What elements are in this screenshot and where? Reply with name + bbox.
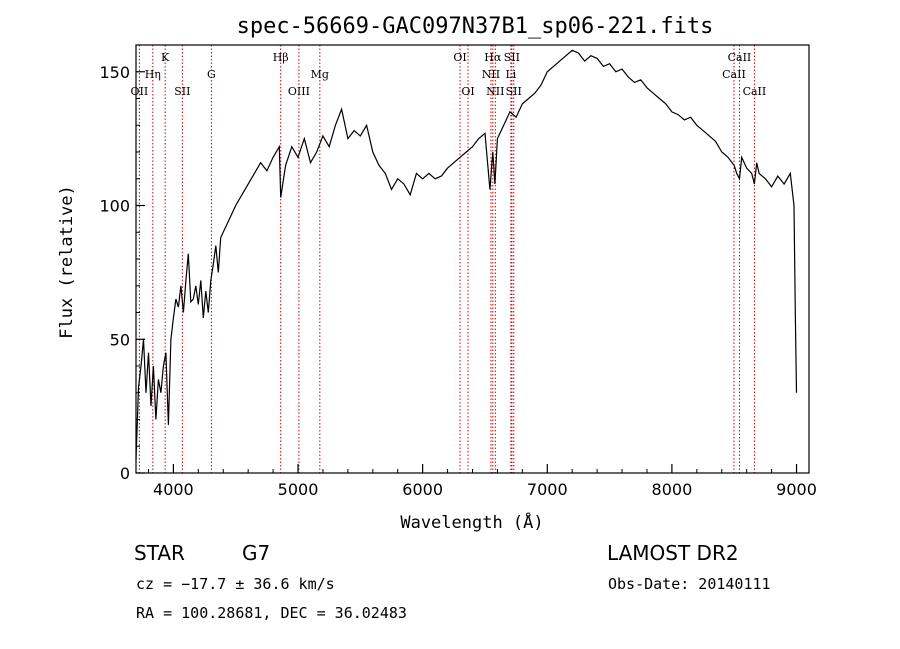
line-label: SII [504,51,520,64]
line-label: G [207,68,216,81]
redshift-velocity: cz = −17.7 ± 36.6 km/s [136,575,335,593]
line-label: K [161,51,170,64]
x-tick-label: 4000 [153,480,194,499]
x-axis-ticks: 4000 5000 6000 7000 8000 9000 [147,464,817,499]
line-label: NII [486,85,504,98]
y-tick-label: 150 [99,63,130,82]
observation-date: Obs-Date: 20140111 [608,575,771,593]
line-label: OIII [288,85,310,98]
line-label: CaII [728,51,752,64]
line-label: Hβ [273,51,289,64]
spectrum-line [135,49,798,460]
line-label: Hη [145,68,161,81]
line-label: Hα [484,51,502,64]
x-tick-label: 9000 [776,480,817,499]
x-axis-label: Wavelength (Å) [400,511,543,533]
line-label: OII [131,85,149,98]
line-labels: OIIHηKSIIGHβOIIIMgOIOINIIHαNIISIILiSIICa… [131,51,767,98]
line-label: OI [461,85,474,98]
sky-coordinates: RA = 100.28681, DEC = 36.02483 [136,604,407,622]
line-label: SII [506,85,522,98]
x-tick-label: 5000 [278,480,319,499]
chart-title: spec-56669-GAC097N37B1_sp06-221.fits [237,14,714,39]
line-label: CaII [743,85,767,98]
line-label: Li [505,68,516,81]
x-tick-label: 7000 [527,480,568,499]
line-markers [138,45,755,473]
y-axis-label: Flux (relative) [57,185,77,339]
y-tick-label: 50 [110,330,130,349]
x-tick-label: 8000 [652,480,693,499]
y-tick-label: 100 [99,197,130,216]
y-tick-label: 0 [120,464,130,483]
plot-frame [135,44,810,474]
line-label: CaII [722,68,746,81]
line-label: SII [174,85,190,98]
object-subclass: G7 [242,541,271,565]
y-axis-ticks: 0 50 100 150 [99,44,145,483]
line-label: Mg [311,68,329,81]
line-label: NII [482,68,500,81]
object-type: STAR [134,541,185,565]
line-label: OI [453,51,466,64]
x-tick-label: 6000 [402,480,443,499]
survey-name: LAMOST DR2 [607,541,739,565]
